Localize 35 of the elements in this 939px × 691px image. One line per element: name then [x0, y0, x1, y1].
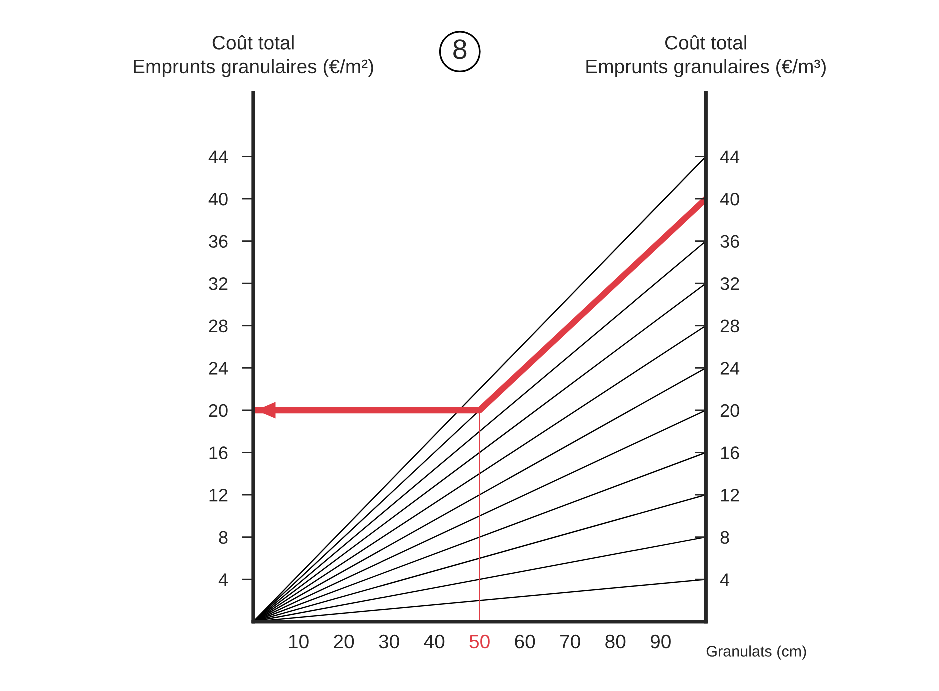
y2-tick-label: 36 [720, 235, 740, 248]
y-tick-label: 4 [218, 574, 228, 586]
y2-tick-label: 24 [720, 362, 740, 375]
x-tick-label: 10 [289, 634, 309, 649]
x-axis-title: Granulats (cm) [706, 646, 806, 660]
y2-tick-label: 44 [720, 150, 740, 164]
y2-tick-label: 16 [721, 446, 740, 460]
x-tick-label: 80 [606, 634, 626, 649]
x-tick-label: 50 [470, 634, 490, 649]
y-tick-label: 20 [209, 404, 228, 418]
y-tick-label: 24 [209, 362, 228, 375]
y-tick-label: 32 [209, 278, 228, 290]
y2-tick-label: 32 [720, 278, 740, 290]
y2-tick-label: 40 [720, 192, 740, 206]
y2-tick-label: 28 [720, 320, 740, 333]
x-tick-label: 40 [424, 634, 445, 649]
y2-axis-title: Coût total Emprunts granulaires (€/m³) [586, 35, 826, 78]
y-tick-label: 44 [208, 150, 228, 164]
y-tick-label: 36 [209, 235, 228, 248]
y-tick-label: 12 [210, 488, 228, 502]
y-tick-label: 8 [219, 531, 228, 544]
y2-tick-label: 20 [720, 404, 740, 418]
y-tick-label: 40 [208, 192, 228, 206]
chart-title: 8 [454, 40, 467, 60]
y2-tick-label: 4 [720, 574, 730, 586]
x-tick-label: 20 [334, 634, 354, 649]
x-tick-label: 70 [560, 634, 580, 649]
y2-tick-label: 8 [720, 531, 730, 544]
y2-tick-label: 12 [721, 488, 740, 502]
y-tick-label: 28 [209, 320, 228, 333]
x-tick-label: 90 [650, 634, 671, 649]
y-axis-title: Coût total Emprunts granulaires (€/m²) [134, 35, 374, 78]
y-tick-label: 16 [210, 446, 228, 460]
x-tick-label: 30 [379, 634, 400, 649]
x-tick-label: 60 [515, 634, 536, 649]
